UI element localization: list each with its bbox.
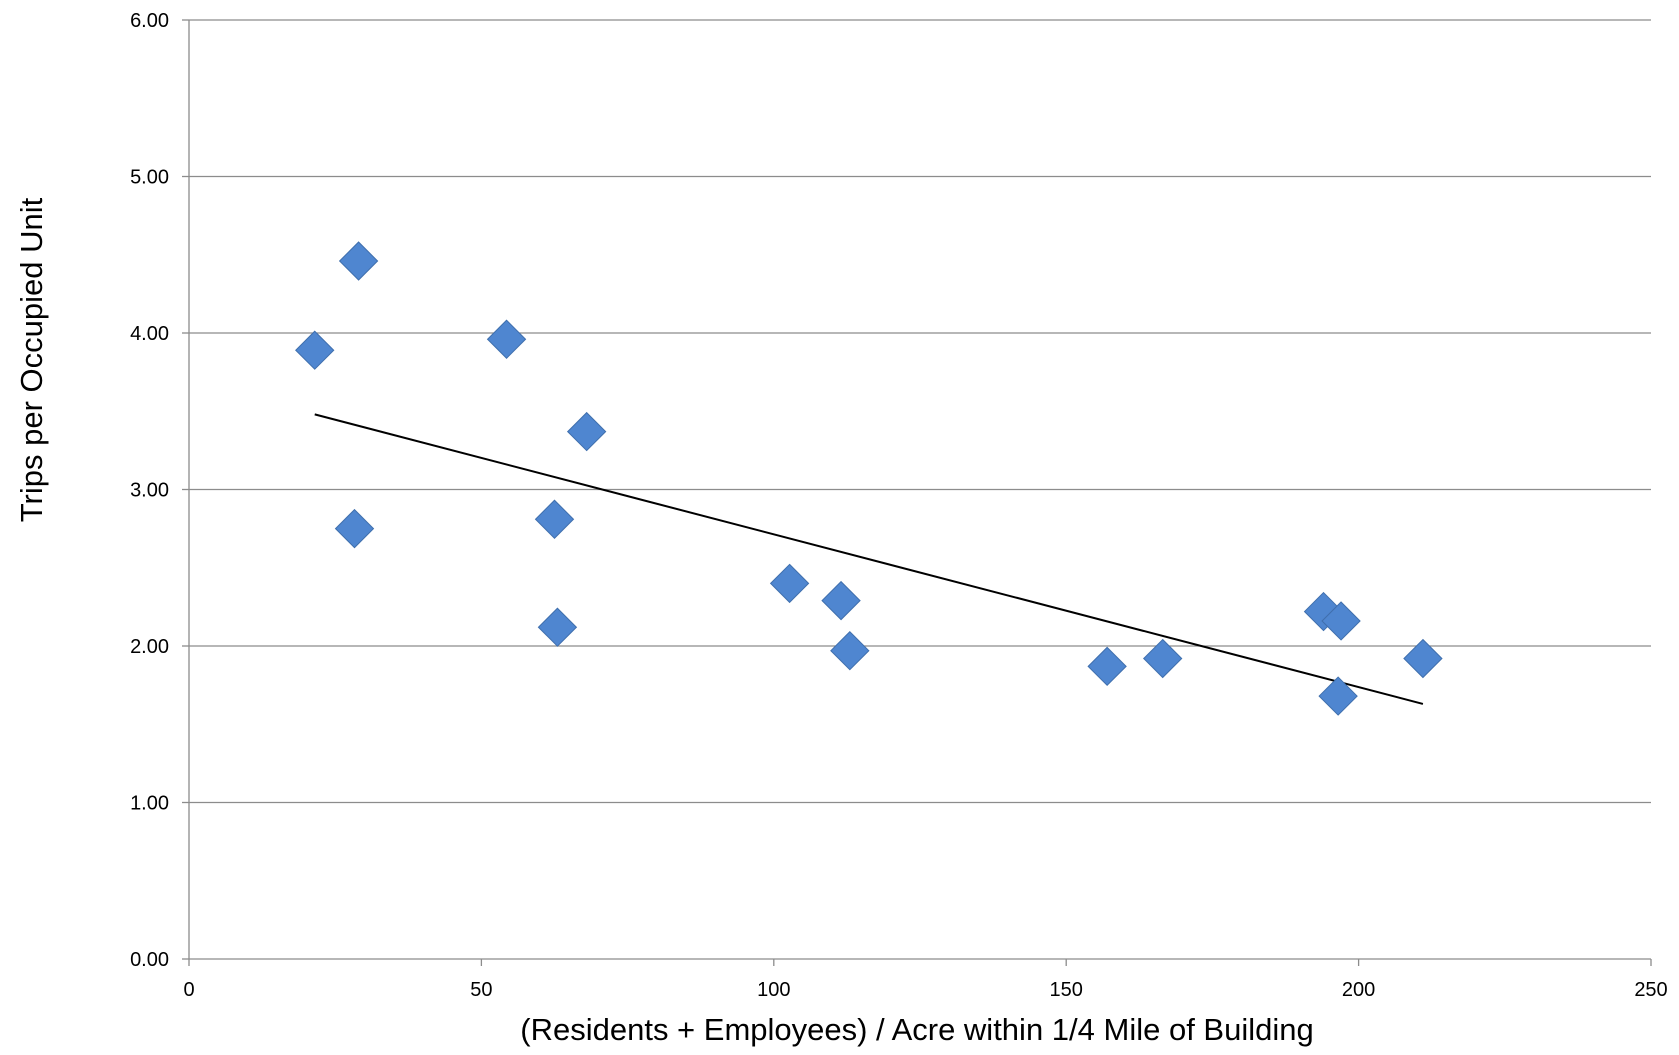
data-point [821, 580, 861, 621]
data-points [295, 241, 1443, 716]
y-tick-label: 6.00 [130, 10, 169, 32]
y-tick-label: 5.00 [130, 167, 169, 189]
data-point [537, 607, 578, 647]
y-axis-title: Trips per Occupied Unit [14, 197, 49, 522]
y-tick-label: 2.00 [130, 636, 169, 658]
data-point [534, 499, 575, 539]
gridlines [189, 19, 1651, 804]
tick-labels: 0.00 1.00 2.00 3.00 4.00 5.00 6.00 0 50 100 150 200… [130, 10, 1668, 1001]
data-point [769, 563, 810, 604]
x-tick-label: 250 [1634, 979, 1667, 1001]
y-tick-label: 0.00 [130, 949, 169, 971]
data-point [486, 319, 527, 359]
y-tick-label: 3.00 [130, 480, 169, 502]
data-point [1087, 646, 1127, 687]
x-tick-label: 150 [1050, 979, 1083, 1001]
trendline-layer [314, 413, 1424, 705]
data-point [1318, 676, 1358, 716]
data-point [1142, 638, 1183, 679]
data-point [1403, 638, 1443, 679]
data-point [830, 630, 870, 671]
data-point [295, 330, 335, 370]
x-tick-label: 100 [757, 979, 790, 1001]
x-tick-label: 200 [1342, 979, 1375, 1001]
trendline [314, 413, 1424, 705]
axes [182, 19, 1652, 966]
data-point [1321, 601, 1361, 641]
data-point [566, 411, 607, 452]
x-axis-title: (Residents + Employees) / Acre within 1/… [520, 1012, 1313, 1047]
x-tick-label: 0 [183, 979, 194, 1001]
data-point [338, 241, 379, 281]
y-tick-label: 4.00 [130, 323, 169, 345]
y-tick-label: 1.00 [130, 793, 169, 815]
x-tick-label: 50 [470, 979, 492, 1001]
data-point [334, 508, 375, 549]
